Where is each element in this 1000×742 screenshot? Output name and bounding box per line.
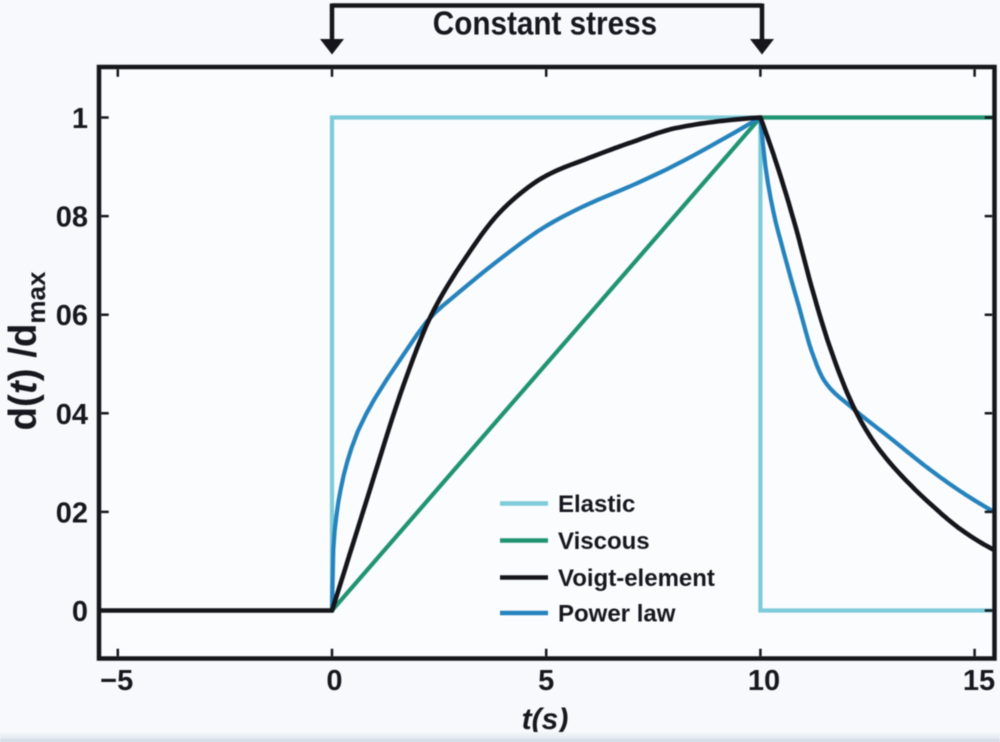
svg-text:5: 5 — [538, 665, 554, 697]
svg-text:02: 02 — [56, 497, 88, 529]
svg-text:t(s): t(s) — [522, 703, 569, 736]
svg-text:Voigt-element: Voigt-element — [558, 565, 715, 592]
svg-text:1: 1 — [72, 103, 88, 135]
svg-text:−5: −5 — [100, 665, 133, 697]
svg-text:Constant stress: Constant stress — [433, 5, 657, 42]
svg-text:04: 04 — [56, 399, 88, 431]
svg-text:d(t) /dmax: d(t) /dmax — [2, 271, 51, 430]
svg-text:10: 10 — [748, 665, 780, 697]
svg-text:06: 06 — [56, 300, 88, 332]
svg-text:Elastic: Elastic — [558, 491, 635, 518]
svg-text:0: 0 — [326, 665, 342, 697]
svg-text:08: 08 — [56, 202, 88, 234]
svg-text:Viscous: Viscous — [558, 528, 650, 555]
svg-text:0: 0 — [72, 596, 88, 628]
svg-text:15: 15 — [963, 665, 995, 697]
svg-text:Power law: Power law — [558, 601, 676, 628]
